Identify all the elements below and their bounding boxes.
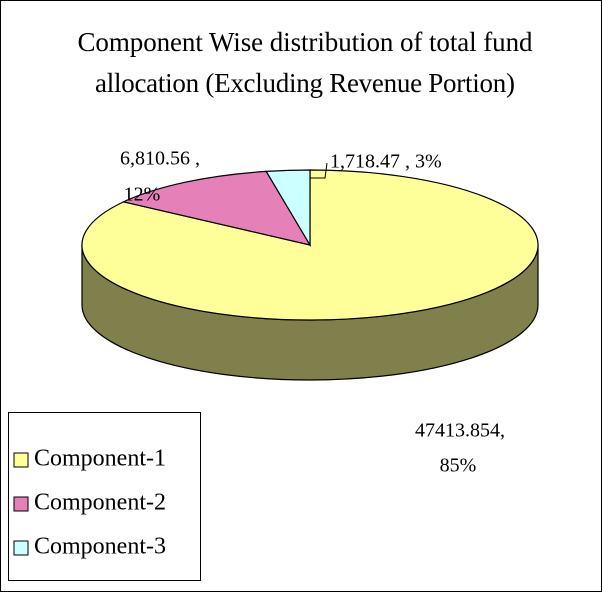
chart-title: allocation (Excluding Revenue Portion) (95, 68, 515, 98)
pie-slice (265, 169, 311, 248)
legend-swatch (13, 452, 29, 468)
legend-label: Component-2 (34, 490, 166, 516)
legend-label: Component-3 (34, 534, 166, 560)
data-label: 6,810.56 , (120, 148, 200, 170)
data-label-percent: 3% (415, 151, 442, 173)
legend-box (8, 412, 201, 581)
data-label-percent: 85% (440, 455, 477, 477)
legend-label: Component-1 (34, 446, 166, 472)
chart-title: Component Wise distribution of total fun… (78, 27, 534, 57)
data-label: 1,718.47 , (330, 151, 410, 173)
leader-line (310, 162, 328, 179)
legend-swatch (13, 496, 29, 512)
data-label: 47413.854, (415, 420, 505, 442)
legend-swatch (13, 540, 29, 556)
data-label-percent: 12% (124, 184, 161, 206)
pie-slice (121, 170, 312, 246)
